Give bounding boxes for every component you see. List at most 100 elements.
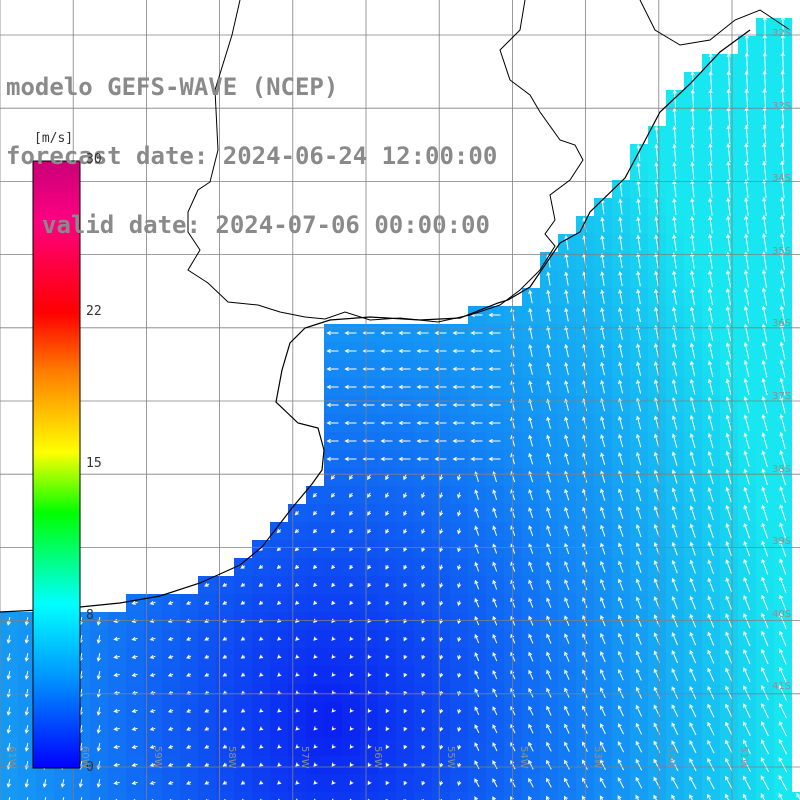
wind-arrow — [457, 744, 462, 751]
wind-arrow — [456, 474, 462, 481]
wind-arrow — [403, 672, 408, 678]
wind-arrow — [331, 744, 336, 749]
wind-arrow — [385, 564, 390, 570]
wind-arrow — [761, 540, 769, 557]
wind-arrow — [617, 795, 622, 800]
wind-arrow — [635, 686, 642, 699]
wind-arrow — [492, 489, 498, 501]
wind-arrow — [528, 561, 534, 572]
wind-arrow — [725, 541, 732, 557]
wind-arrow — [349, 618, 354, 624]
wind-arrow — [564, 307, 569, 322]
wind-arrow — [258, 762, 264, 767]
wind-arrow — [131, 600, 138, 605]
wind-arrow — [439, 691, 444, 696]
wind-arrow — [743, 522, 750, 539]
wind-arrow — [344, 456, 357, 462]
wind-arrow — [726, 70, 731, 91]
wind-arrow — [510, 543, 516, 554]
wind-speed-cell — [36, 792, 54, 800]
wind-arrow — [474, 778, 480, 788]
wind-arrow — [492, 615, 498, 626]
wind-arrow — [528, 525, 534, 537]
wind-arrow — [331, 780, 336, 785]
model-title: modelo GEFS-WAVE (NCEP) — [6, 73, 339, 101]
wind-arrow — [457, 564, 462, 571]
forecast-date: forecast date: 2024-06-24 12:00:00 — [6, 142, 498, 170]
wind-arrow — [779, 594, 787, 611]
wind-speed-cell — [612, 792, 630, 800]
wind-arrow — [528, 344, 533, 358]
wind-arrow — [618, 289, 623, 304]
wind-arrow — [762, 142, 767, 163]
wind-arrow — [546, 271, 551, 286]
lon-label: 53W — [591, 746, 603, 769]
wind-arrow — [582, 560, 588, 573]
wind-arrow — [725, 613, 733, 628]
wind-arrow — [167, 780, 174, 785]
wind-arrow — [761, 558, 769, 575]
wind-arrow — [779, 269, 786, 288]
wind-arrow — [403, 726, 408, 732]
wind-arrow — [258, 708, 264, 713]
wind-arrow — [689, 541, 696, 556]
wind-arrow — [672, 234, 677, 251]
wind-arrow — [452, 438, 465, 444]
wind-arrow — [380, 420, 393, 426]
wind-arrow — [367, 492, 372, 498]
wind-arrow — [326, 420, 339, 426]
wind-arrow — [689, 595, 696, 610]
wind-arrow — [528, 543, 534, 554]
wind-arrow — [403, 492, 408, 499]
wind-arrow — [385, 726, 390, 732]
wind-arrow — [96, 742, 101, 752]
wind-arrow — [726, 88, 731, 109]
wind-arrow — [367, 583, 372, 588]
wind-arrow — [528, 777, 534, 788]
wind-arrow — [725, 522, 732, 539]
wind-arrow — [113, 780, 120, 786]
wind-arrow — [96, 652, 101, 662]
wind-arrow — [636, 361, 642, 376]
wind-arrow — [457, 690, 462, 697]
wind-arrow — [510, 579, 516, 590]
wind-arrow — [398, 402, 411, 408]
wind-arrow — [385, 492, 390, 499]
wind-arrow — [600, 669, 606, 681]
wind-arrow — [707, 577, 714, 592]
wind-speed-cell — [720, 792, 738, 800]
wind-arrow — [258, 600, 263, 605]
wind-arrow — [24, 616, 29, 626]
wind-arrow — [546, 651, 552, 662]
wind-arrow — [761, 432, 768, 450]
wind-arrow — [331, 636, 336, 642]
wind-speed-cell — [630, 792, 648, 800]
wind-arrow — [635, 560, 642, 573]
wind-arrow — [439, 654, 444, 660]
wind-arrow — [546, 380, 551, 393]
wind-arrow — [779, 305, 786, 324]
wind-arrow — [528, 741, 534, 752]
wind-arrow — [294, 582, 300, 588]
wind-arrow — [149, 726, 156, 731]
wind-arrow — [421, 528, 426, 535]
wind-arrow — [582, 434, 588, 447]
lat-label: 38S — [772, 463, 792, 475]
wind-arrow — [725, 269, 731, 288]
wind-arrow — [654, 125, 659, 144]
wind-arrow — [582, 542, 588, 555]
wind-arrow — [725, 721, 733, 736]
wind-arrow — [6, 616, 11, 626]
wind-arrow — [295, 654, 300, 659]
wind-arrow — [362, 366, 375, 372]
wind-arrow — [761, 450, 768, 467]
wind-arrow — [380, 330, 393, 336]
wind-arrow — [295, 780, 300, 785]
lat-label: 40S — [772, 608, 792, 620]
wind-arrow — [131, 780, 138, 785]
wind-arrow — [24, 742, 29, 752]
wind-arrow — [564, 597, 570, 609]
wind-speed-cell — [558, 792, 576, 800]
wind-arrow — [653, 433, 660, 448]
